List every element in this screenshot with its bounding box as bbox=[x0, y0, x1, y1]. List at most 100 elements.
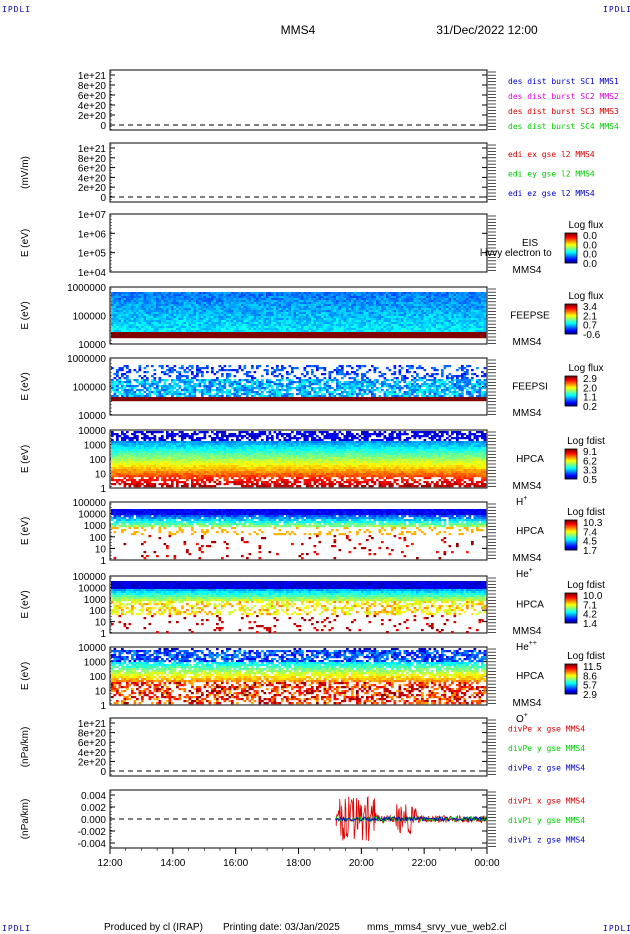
heatmap-cell bbox=[126, 336, 129, 339]
heatmap-cell bbox=[116, 326, 119, 329]
heatmap-cell bbox=[266, 330, 269, 333]
heatmap-cell bbox=[243, 328, 247, 331]
heatmap-cell bbox=[231, 318, 234, 321]
heatmap-cell bbox=[258, 399, 262, 402]
heatmap-cell bbox=[403, 334, 407, 337]
heatmap-cell bbox=[116, 369, 119, 372]
heatmap-cell bbox=[468, 332, 472, 335]
heatmap-cell bbox=[316, 387, 319, 390]
heatmap-cell bbox=[233, 328, 237, 331]
heatmap-cell bbox=[138, 332, 142, 335]
heatmap-cell bbox=[218, 397, 222, 400]
heatmap-cell bbox=[136, 393, 139, 396]
heatmap-cell bbox=[228, 379, 232, 382]
heatmap-cell bbox=[311, 294, 314, 297]
heatmap-cell bbox=[263, 316, 267, 319]
heatmap-cell bbox=[278, 397, 282, 400]
heatmap-cell bbox=[193, 298, 197, 301]
heatmap-cell bbox=[421, 332, 424, 335]
heatmap-cell bbox=[113, 292, 117, 295]
heatmap-cell bbox=[381, 298, 384, 301]
heatmap-cell bbox=[356, 304, 359, 307]
heatmap-cell bbox=[143, 371, 147, 374]
heatmap-cell bbox=[178, 316, 182, 319]
heatmap-cell bbox=[126, 316, 129, 319]
heatmap-cell bbox=[171, 298, 174, 301]
heatmap-cell bbox=[298, 328, 302, 331]
heatmap-cell bbox=[251, 310, 254, 313]
heatmap-cell bbox=[148, 336, 152, 339]
heatmap-cell bbox=[141, 324, 144, 327]
heatmap-cell bbox=[361, 322, 364, 325]
heatmap-cell bbox=[316, 365, 319, 368]
heatmap-cell bbox=[118, 397, 122, 400]
heatmap-cell bbox=[421, 320, 424, 323]
heatmap-cell bbox=[386, 320, 389, 323]
heatmap-cell bbox=[206, 387, 209, 390]
heatmap-cell bbox=[313, 334, 317, 337]
heatmap-cell bbox=[418, 320, 422, 323]
heatmap-cell bbox=[336, 367, 339, 370]
heatmap-cell bbox=[291, 314, 294, 317]
heatmap-cell bbox=[231, 300, 234, 303]
heatmap-cell bbox=[281, 387, 284, 390]
heatmap-cell bbox=[233, 332, 237, 335]
heatmap-cell bbox=[171, 332, 174, 335]
heatmap-cell bbox=[456, 320, 459, 323]
heatmap-cell bbox=[146, 399, 149, 402]
heatmap-cell bbox=[233, 312, 237, 315]
heatmap-cell bbox=[193, 375, 197, 378]
heatmap-cell bbox=[138, 306, 142, 309]
heatmap-cell bbox=[346, 324, 349, 327]
heatmap-cell bbox=[461, 310, 464, 313]
heatmap-cell bbox=[218, 334, 222, 337]
heatmap-cell bbox=[273, 395, 277, 398]
heatmap-cell bbox=[321, 298, 324, 301]
heatmap-cell bbox=[428, 298, 432, 301]
heatmap-cell bbox=[136, 399, 139, 402]
heatmap-cell bbox=[441, 332, 444, 335]
heatmap-cell bbox=[158, 399, 162, 402]
heatmap-cell bbox=[246, 322, 249, 325]
heatmap-cell bbox=[168, 369, 172, 372]
heatmap-cell bbox=[473, 324, 477, 327]
ytick-label: 4e+20 bbox=[78, 173, 107, 184]
heatmap-cell bbox=[413, 314, 417, 317]
heatmap-cell bbox=[298, 294, 302, 297]
heatmap-cell bbox=[301, 385, 304, 388]
heatmap-cell bbox=[206, 391, 209, 394]
heatmap-cell bbox=[183, 336, 187, 339]
heatmap-cell bbox=[306, 296, 309, 299]
heatmap-cell bbox=[186, 377, 189, 380]
heatmap-cell bbox=[376, 316, 379, 319]
heatmap-cell bbox=[236, 310, 239, 313]
heatmap-cell bbox=[461, 314, 464, 317]
heatmap-cell bbox=[458, 322, 462, 325]
heatmap-cell bbox=[466, 304, 469, 307]
heatmap-cell bbox=[126, 306, 129, 309]
heatmap-cell bbox=[453, 310, 457, 313]
heatmap-cell bbox=[116, 318, 119, 321]
heatmap-cell bbox=[391, 330, 394, 333]
heatmap-cell bbox=[256, 387, 259, 390]
heatmap-cell bbox=[211, 308, 214, 311]
heatmap-cell bbox=[206, 316, 209, 319]
heatmap-cell bbox=[286, 300, 289, 303]
heatmap-cell bbox=[331, 387, 334, 390]
heatmap-cell bbox=[143, 300, 147, 303]
heatmap-cell bbox=[141, 316, 144, 319]
heatmap-cell bbox=[143, 308, 147, 311]
heatmap-cell bbox=[373, 332, 377, 335]
heatmap-cell bbox=[461, 306, 464, 309]
heatmap-cell bbox=[358, 336, 362, 339]
heatmap-cell bbox=[193, 330, 197, 333]
heatmap-cell bbox=[128, 387, 132, 390]
heatmap-cell bbox=[146, 387, 149, 390]
heatmap-cell bbox=[138, 292, 142, 295]
heatmap-cell bbox=[166, 387, 169, 390]
heatmap-cell bbox=[141, 332, 144, 335]
heatmap-cell bbox=[348, 387, 352, 390]
heatmap-cell bbox=[138, 314, 142, 317]
heatmap-cell bbox=[178, 375, 182, 378]
heatmap-cell bbox=[141, 298, 144, 301]
